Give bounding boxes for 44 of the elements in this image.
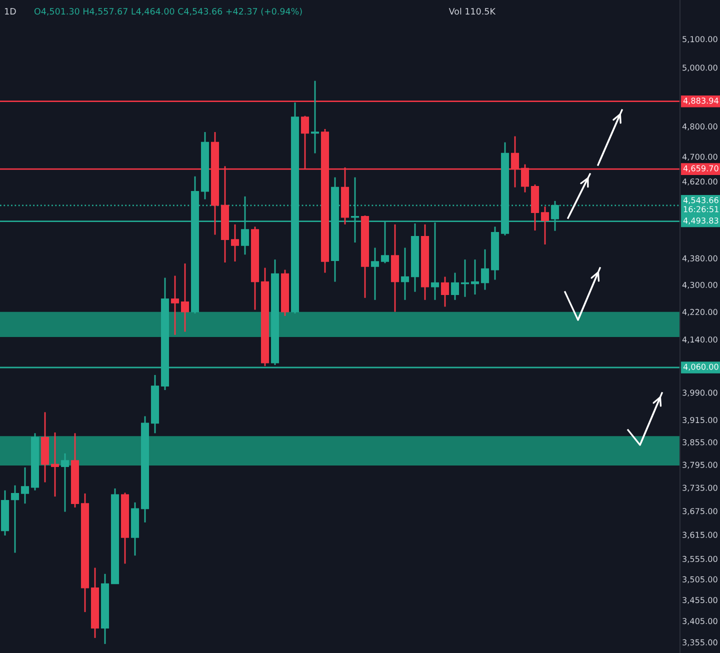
y-tick-label: 3,795.00	[682, 462, 718, 469]
y-tick-label: 3,505.00	[682, 576, 718, 584]
ref-line-label: 4,060.00	[683, 364, 718, 371]
y-tick-label: 4,140.00	[682, 336, 718, 344]
candlestick	[480, 248, 490, 291]
candlestick	[470, 258, 480, 296]
candlestick	[400, 247, 410, 301]
y-tick-label: 3,855.00	[682, 439, 718, 446]
candlestick	[10, 484, 20, 554]
ref-line-label: 4,659.70	[683, 165, 718, 172]
y-tick-label: 3,675.00	[682, 508, 718, 515]
y-tick-label: 4,220.00	[682, 308, 718, 316]
y-tick-label: 4,800.00	[682, 123, 718, 130]
y-tick-label: 3,455.00	[682, 597, 718, 604]
candlestick	[180, 262, 190, 332]
candlestick	[60, 452, 70, 512]
candlestick	[50, 432, 60, 498]
y-tick-label: 3,990.00	[682, 390, 718, 397]
y-tick-label: 4,300.00	[682, 282, 718, 289]
y-tick-label: 5,100.00	[682, 36, 718, 44]
candlestick	[310, 80, 320, 154]
y-tick-label: 3,915.00	[682, 416, 718, 424]
ref-line-label: 4,543.66 16:26:51	[683, 197, 718, 212]
y-tick-label: 4,700.00	[682, 154, 718, 161]
y-tick-label: 3,355.00	[682, 639, 718, 646]
y-tick-label: 3,405.00	[682, 618, 718, 625]
candlestick	[540, 206, 550, 246]
y-tick-label: 3,555.00	[682, 556, 718, 563]
y-tick-label: 4,380.00	[682, 255, 718, 262]
annotation: O4,501.30 H4,557.67 L4,464.00 C4,543.66 +42.37 (+0.94%)	[34, 8, 302, 16]
candlestick	[230, 224, 240, 262]
candlestick	[170, 275, 180, 336]
annotation: 1D	[5, 8, 16, 14]
candlestick	[20, 466, 30, 504]
candlestick	[440, 276, 450, 308]
ref-line-label: 4,883.94	[683, 98, 718, 105]
candlestick	[450, 272, 460, 301]
ref-line-label: 4,493.83	[683, 218, 718, 224]
y-tick-label: 4,620.00	[682, 178, 718, 186]
annotation: Vol 110.5K	[448, 8, 496, 15]
y-tick-label: 3,735.00	[682, 484, 718, 492]
candlestick	[370, 247, 380, 301]
y-tick-label: 3,615.00	[682, 532, 718, 539]
y-tick-label: 5,000.00	[682, 64, 718, 72]
